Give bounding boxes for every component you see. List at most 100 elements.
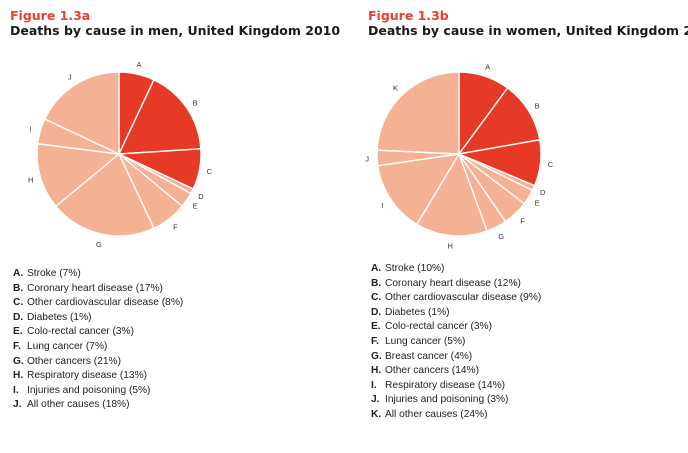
legend-item: K. All other causes (24%) <box>371 408 541 423</box>
legend-item: B. Coronary heart disease (12%) <box>371 277 541 292</box>
slice-label-e: E <box>535 199 540 208</box>
legend-text: All other causes (18%) <box>27 399 130 411</box>
pie-slice-k <box>376 71 460 155</box>
legend-text: Other cardiovascular disease (8%) <box>27 297 184 309</box>
legend-key: G. <box>371 350 382 362</box>
legend-key: I. <box>371 379 377 391</box>
legend-text: Coronary heart disease (17%) <box>27 282 163 294</box>
legend-text: Colo-rectal cancer (3%) <box>385 321 493 333</box>
legend-item: E. Colo-rectal cancer (3%) <box>13 325 183 340</box>
slice-label-d: D <box>198 192 204 201</box>
slice-label-j: J <box>68 72 72 81</box>
slice-label-c: C <box>548 160 554 169</box>
legend-key: J. <box>13 399 22 411</box>
legend-key: H. <box>13 370 24 382</box>
legend-key: K. <box>371 408 382 420</box>
legend-key: C. <box>13 297 24 309</box>
legend-text: Other cancers (14%) <box>385 365 479 377</box>
slice-label-h: H <box>448 242 453 251</box>
slice-label-b: B <box>535 101 540 110</box>
legend-item: F. Lung cancer (7%) <box>13 340 183 355</box>
legend-item: E. Colo-rectal cancer (3%) <box>371 320 541 335</box>
legend-item: A. Stroke (7%) <box>13 267 183 282</box>
slice-label-a: A <box>485 63 490 72</box>
legend-women: A. Stroke (10%) B. Coronary heart disease (… <box>371 262 541 423</box>
figure-label: Figure 1.3a <box>10 8 91 23</box>
legend-item: D. Diabetes (1%) <box>13 311 183 326</box>
figure-1-3a-panel: Figure 1.3a Deaths by cause in men, Unit… <box>0 0 340 453</box>
pie-slice-h <box>415 152 488 237</box>
legend-key: D. <box>371 306 382 318</box>
slice-label-j: J <box>365 154 369 163</box>
legend-text: Injuries and poisoning (3%) <box>385 394 509 406</box>
legend-text: Other cancers (21%) <box>27 355 121 367</box>
slice-label-f: F <box>173 223 178 232</box>
legend-key: F. <box>13 340 21 352</box>
legend-item: I. Respiratory disease (14%) <box>371 379 541 394</box>
figure-1-3b-panel: Figure 1.3b Deaths by cause in women, Un… <box>358 0 688 453</box>
slice-label-g: G <box>498 232 504 241</box>
chart-title: Deaths by cause in men, United Kingdom 2… <box>10 23 341 38</box>
legend-key: I. <box>13 384 19 396</box>
legend-text: Lung cancer (5%) <box>385 335 466 347</box>
legend-item: F. Lung cancer (5%) <box>371 335 541 350</box>
legend-key: J. <box>371 394 380 406</box>
legend-text: Injuries and poisoning (5%) <box>27 384 151 396</box>
legend-item: G. Breast cancer (4%) <box>371 350 541 365</box>
legend-item: B. Coronary heart disease (17%) <box>13 282 183 297</box>
legend-item: C. Other cardiovascular disease (9%) <box>371 291 541 306</box>
slice-label-a: A <box>137 60 142 69</box>
legend-item: C. Other cardiovascular disease (8%) <box>13 296 183 311</box>
legend-text: Other cardiovascular disease (9%) <box>385 292 542 304</box>
legend-key: E. <box>13 326 23 338</box>
legend-item: H. Other cancers (14%) <box>371 364 541 379</box>
legend-item: J. Injuries and poisoning (3%) <box>371 393 541 408</box>
slice-label-b: B <box>193 98 198 107</box>
legend-key: A. <box>371 263 382 274</box>
slice-label-d: D <box>540 188 546 197</box>
pie-chart-men: A B C DE F G H I J <box>28 60 213 249</box>
pie-slice-i <box>377 153 461 226</box>
legend-key: F. <box>371 335 379 347</box>
legend-text: Respiratory disease (13%) <box>27 370 148 382</box>
legend-text: Respiratory disease (14%) <box>385 379 506 391</box>
pie-slice-b <box>457 86 541 155</box>
legend-text: Colo-rectal cancer (3%) <box>27 326 135 338</box>
legend-key: B. <box>371 277 382 289</box>
pie-chart-women: A B C DE F G H I J K <box>365 63 554 251</box>
slice-label-f: F <box>520 217 525 226</box>
legend-key: C. <box>371 292 382 304</box>
figure-label: Figure 1.3b <box>368 8 449 23</box>
legend-item: G. Other cancers (21%) <box>13 355 183 370</box>
pie-slice-g <box>54 152 155 237</box>
legend-men: A. Stroke (7%) B. Coronary heart disease (1… <box>13 267 183 413</box>
legend-key: A. <box>13 268 24 279</box>
legend-item: J. All other causes (18%) <box>13 398 183 413</box>
legend-key: E. <box>371 321 381 333</box>
slice-label-k: K <box>393 83 398 92</box>
legend-item: D. Diabetes (1%) <box>371 306 541 321</box>
legend-text: All other causes (24%) <box>385 408 488 420</box>
pie-slice-j <box>43 71 120 156</box>
legend-key: H. <box>371 365 382 377</box>
legend-text: Stroke (7%) <box>27 268 81 279</box>
slice-label-i: I <box>381 201 383 210</box>
legend-text: Diabetes (1%) <box>27 311 92 323</box>
slice-label-c: C <box>207 167 213 176</box>
legend-item: I. Injuries and poisoning (5%) <box>13 384 183 399</box>
legend-key: D. <box>13 311 24 323</box>
legend-key: G. <box>13 355 24 367</box>
slice-label-i: I <box>30 124 32 133</box>
legend-text: Stroke (10%) <box>385 263 445 274</box>
legend-text: Lung cancer (7%) <box>27 340 108 352</box>
slice-label-h: H <box>28 176 33 185</box>
legend-text: Breast cancer (4%) <box>385 350 473 362</box>
legend-text: Diabetes (1%) <box>385 306 450 318</box>
pie-slice-b <box>117 78 202 155</box>
legend-key: B. <box>13 282 24 294</box>
slice-label-g: G <box>96 240 102 249</box>
slice-label-e: E <box>193 202 198 211</box>
pie-slice-h <box>36 142 121 208</box>
legend-item: H. Respiratory disease (13%) <box>13 369 183 384</box>
legend-item: A. Stroke (10%) <box>371 262 541 277</box>
